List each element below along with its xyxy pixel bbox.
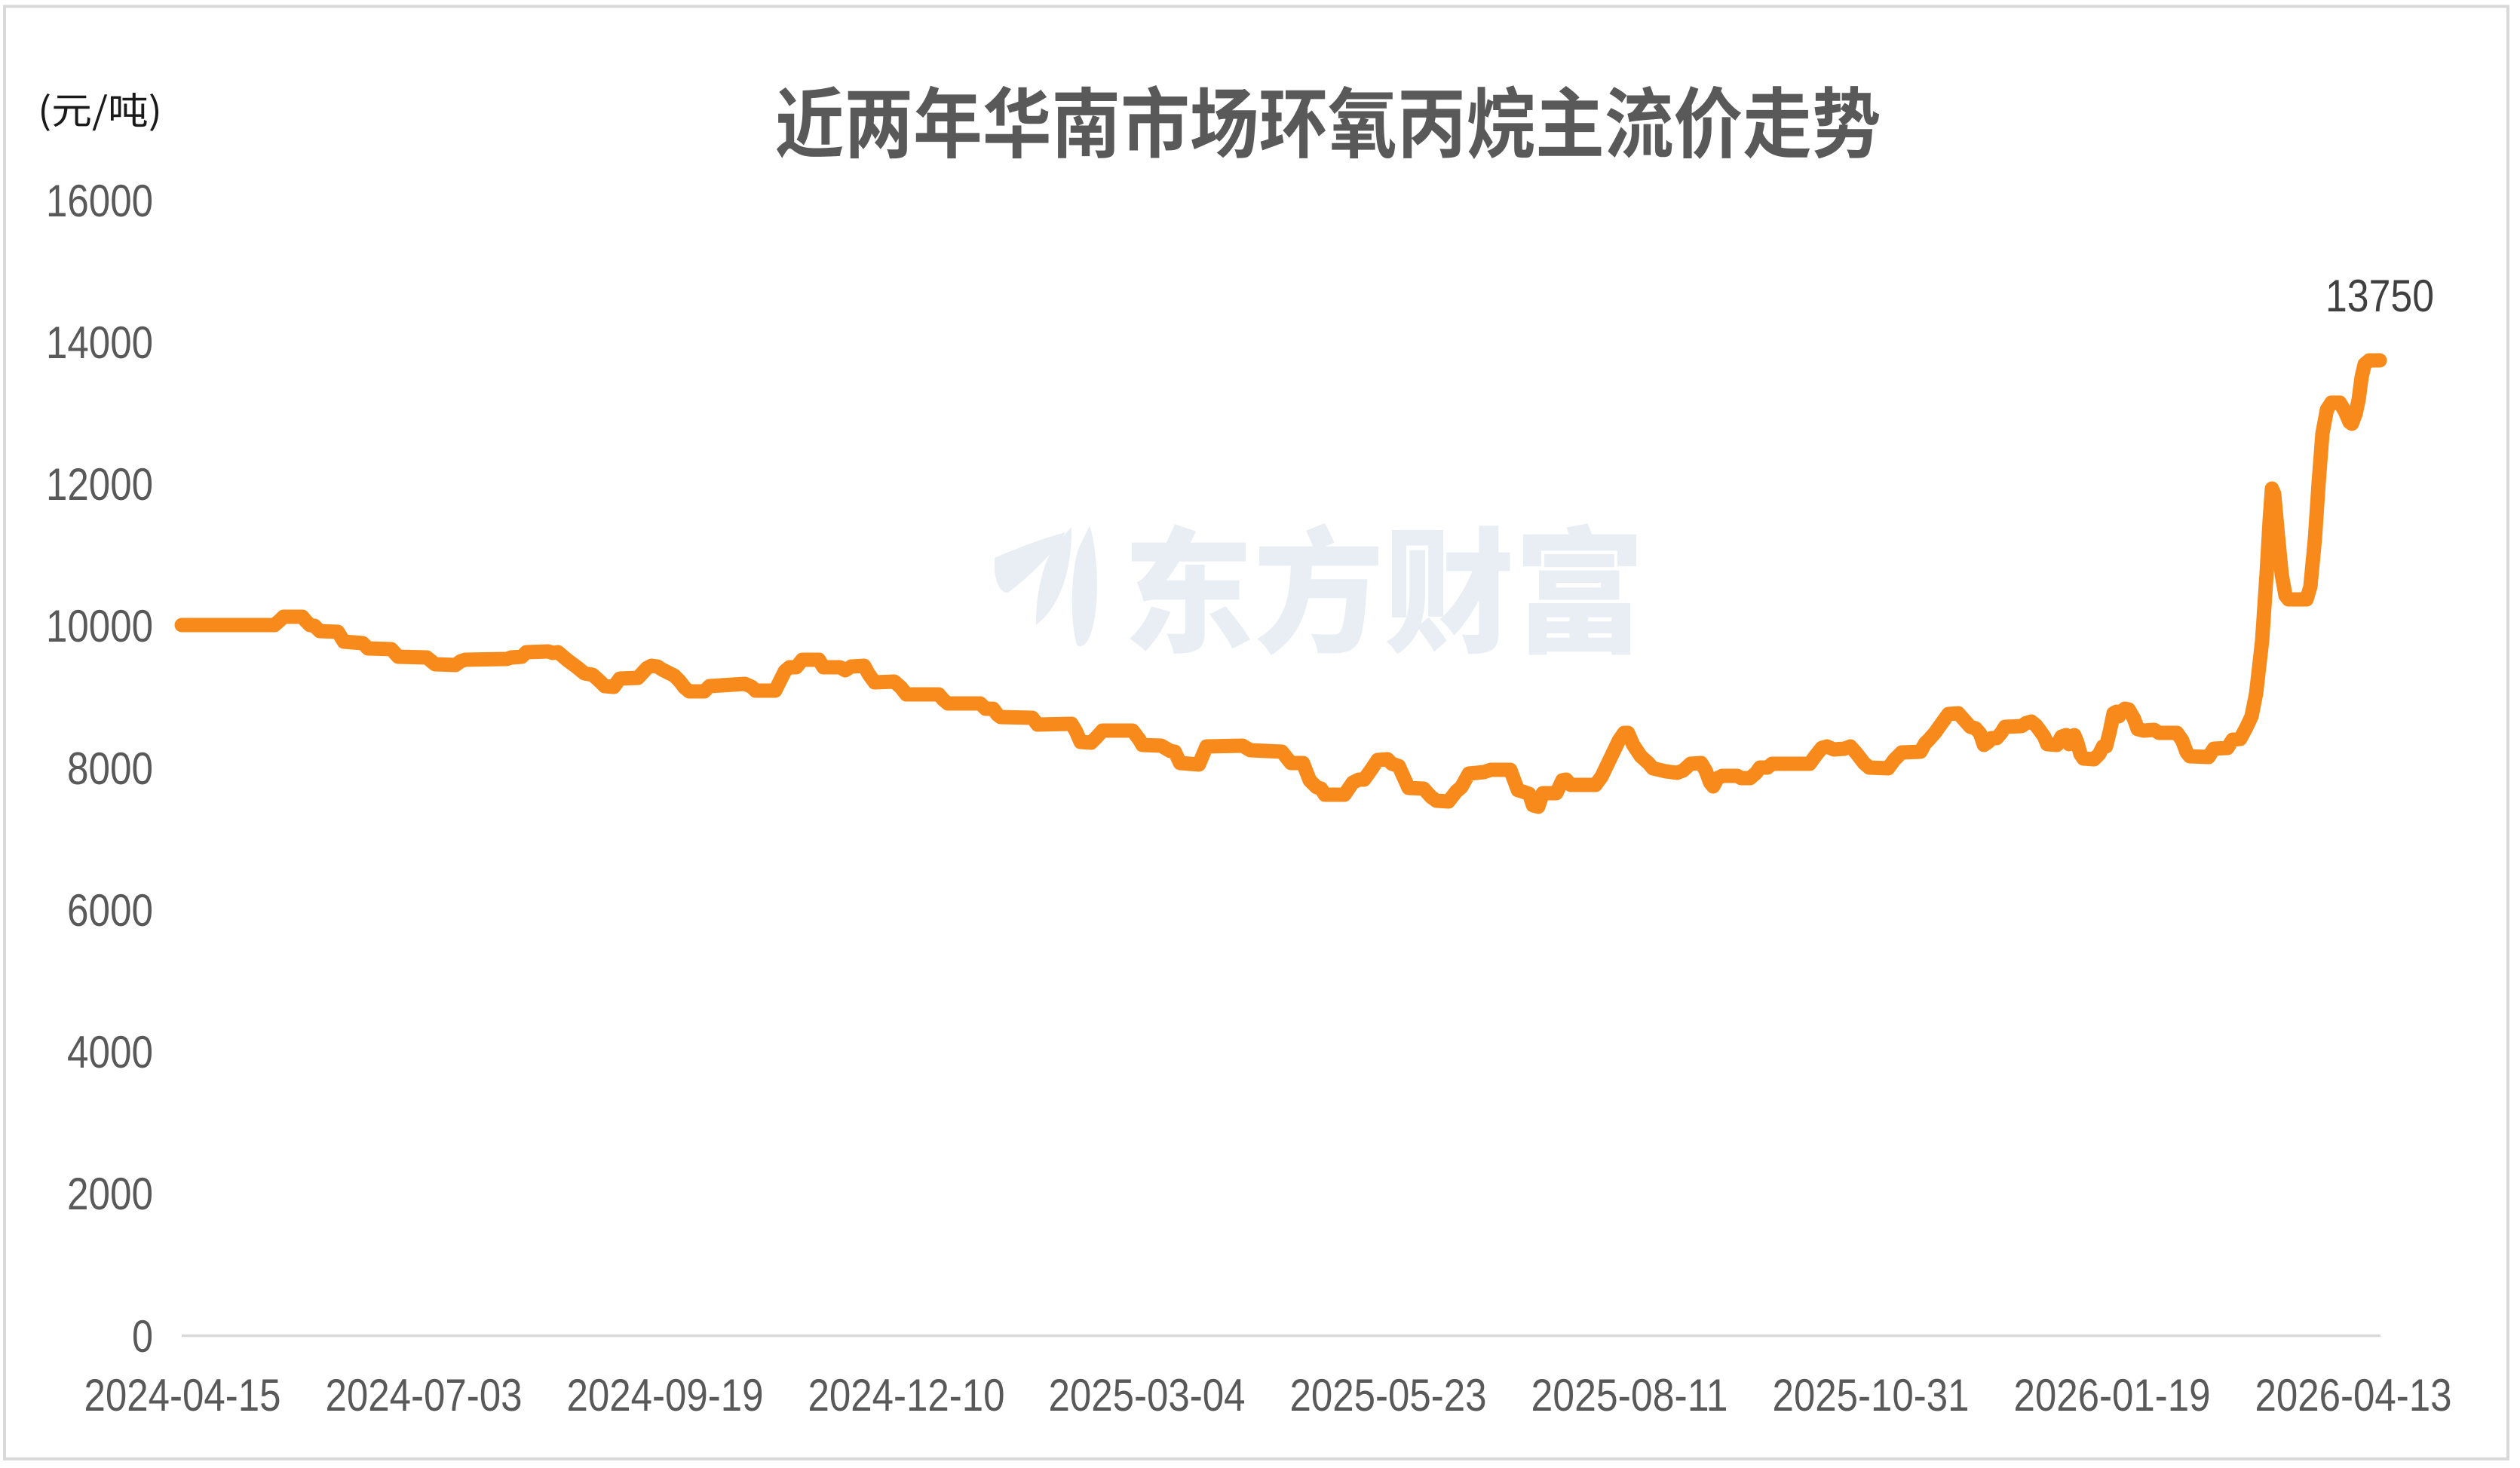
svg-text:16000: 16000 — [46, 176, 153, 226]
svg-text:12000: 12000 — [46, 459, 153, 510]
svg-text:2025-08-11: 2025-08-11 — [1531, 1370, 1728, 1420]
svg-text:2024-07-03: 2024-07-03 — [326, 1370, 523, 1420]
svg-text:2026-01-19: 2026-01-19 — [2014, 1370, 2211, 1420]
svg-text:2024-12-10: 2024-12-10 — [808, 1370, 1005, 1420]
svg-text:10000: 10000 — [46, 601, 153, 651]
svg-text:2025-03-04: 2025-03-04 — [1049, 1370, 1246, 1420]
svg-text:8000: 8000 — [67, 743, 153, 794]
svg-text:6000: 6000 — [67, 885, 153, 936]
svg-text:0: 0 — [132, 1311, 153, 1362]
svg-text:4000: 4000 — [67, 1027, 153, 1077]
svg-text:2025-10-31: 2025-10-31 — [1773, 1370, 1970, 1420]
svg-text:14000: 14000 — [46, 317, 153, 368]
svg-text:2024-04-15: 2024-04-15 — [84, 1370, 281, 1420]
svg-text:2025-05-23: 2025-05-23 — [1290, 1370, 1487, 1420]
svg-text:2024-09-19: 2024-09-19 — [567, 1370, 764, 1420]
svg-text:2026-04-13: 2026-04-13 — [2255, 1370, 2452, 1420]
svg-text:2000: 2000 — [67, 1169, 153, 1219]
svg-text:13750: 13750 — [2325, 271, 2434, 321]
